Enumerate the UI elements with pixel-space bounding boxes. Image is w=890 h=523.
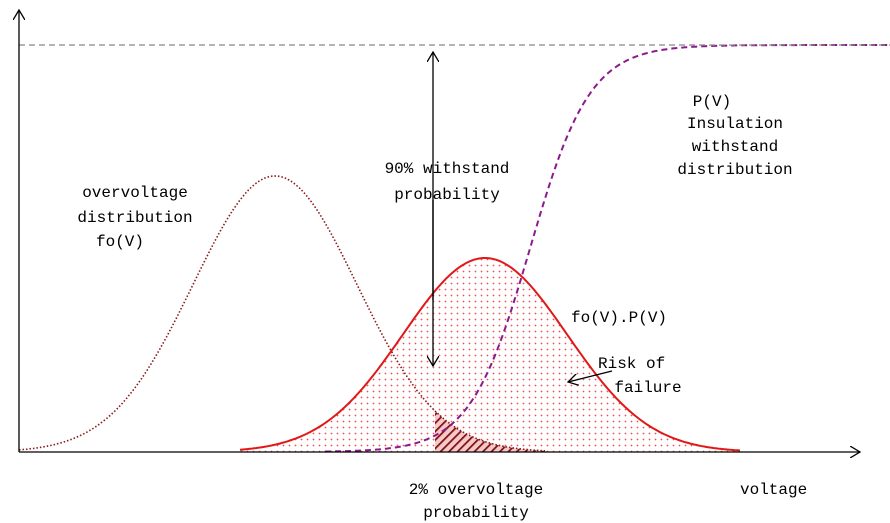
overvoltage-label: overvoltage distribution fo(V)	[77, 184, 192, 251]
x-axis-label: voltage	[740, 481, 807, 499]
label-line: withstand	[692, 138, 778, 156]
label-line: distribution	[677, 161, 792, 179]
label-line: 2% overvoltage	[409, 481, 543, 499]
label-line: fo(V)	[96, 233, 144, 251]
overvoltage-curve	[18, 175, 546, 452]
label-line: probability	[394, 186, 500, 204]
curves	[18, 44, 889, 453]
label-line: failure	[614, 379, 681, 397]
withstand-label: 90% withstand probability	[385, 160, 510, 204]
label-line: overvoltage	[82, 184, 188, 202]
risk-area	[435, 410, 545, 452]
insulation-label: P(V) Insulation withstand distribution	[677, 93, 792, 179]
label-line: Insulation	[687, 115, 783, 133]
label-line: distribution	[77, 209, 192, 227]
label-line: 90% withstand	[385, 160, 510, 178]
label-line: probability	[423, 504, 529, 522]
risk-arrow	[568, 370, 613, 382]
product-curve	[239, 257, 741, 452]
risk-label: Risk of failure	[598, 355, 682, 397]
overvoltage-prob-label: 2% overvoltage probability	[409, 481, 543, 522]
label-line: Risk of	[598, 355, 665, 373]
label-line: P(V)	[693, 93, 731, 111]
product-fill	[240, 258, 740, 452]
product-label: fo(V).P(V)	[571, 309, 667, 327]
